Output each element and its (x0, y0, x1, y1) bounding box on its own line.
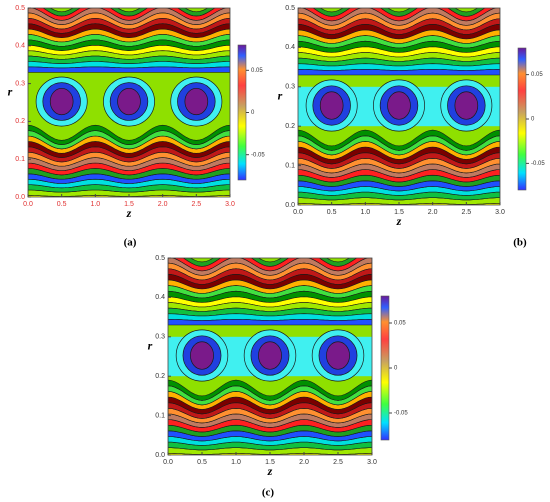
y-tick-label: 0.1 (155, 412, 165, 419)
y-tick-label: 0.0 (155, 452, 165, 459)
y-tick-label: 0.5 (15, 5, 25, 12)
contour-band (312, 8, 486, 17)
vortex-contour (326, 341, 350, 370)
x-tick-label: 0.5 (57, 201, 67, 208)
vortex-contour (319, 91, 344, 120)
y-tick-label: 0.1 (285, 162, 295, 169)
y-tick-label: 0.4 (285, 44, 295, 51)
contour-band (168, 379, 372, 401)
x-axis-label: z (126, 206, 132, 220)
colorbar (380, 295, 390, 441)
y-tick-label: 0.2 (15, 118, 25, 125)
colorbar (237, 44, 247, 181)
contour-band (298, 129, 500, 151)
y-tick-label: 0.3 (15, 80, 25, 87)
y-axis-label: r (148, 338, 153, 352)
x-tick-label: 2.5 (461, 209, 471, 216)
y-tick-label: 0.2 (155, 373, 165, 380)
contour-field (28, 8, 230, 197)
vortex-contour (117, 87, 141, 116)
x-tick-label: 0.5 (327, 209, 337, 216)
contour-band (30, 8, 228, 21)
colorbar-tick-label: -0.05 (531, 161, 545, 167)
panel-caption: (b) (513, 237, 527, 249)
contour-band (28, 66, 230, 73)
colorbar (517, 47, 527, 191)
colorbar-tick-label: -0.05 (251, 152, 265, 158)
x-tick-label: 1.0 (360, 209, 370, 216)
x-tick-label: 2.5 (191, 201, 201, 208)
vortex-contour (49, 87, 74, 116)
contour-band (298, 69, 500, 76)
contour-panel: 0.0 0.5 1.0 1.5 2.0 2.5 3.0 0.0 0.1 0.2 0.3 0.4 0.5 z… (148, 255, 409, 499)
x-axis-label: z (267, 464, 273, 478)
y-tick-label: 0.2 (285, 123, 295, 130)
panel-caption: (a) (124, 237, 137, 249)
x-tick-label: 0.0 (163, 459, 173, 466)
x-tick-label: 1.5 (265, 459, 275, 466)
y-tick-label: 0.0 (15, 194, 25, 201)
x-tick-label: 1.0 (231, 459, 241, 466)
vortex-contour (184, 87, 209, 116)
x-axis-label: z (396, 214, 402, 228)
x-tick-label: 2.5 (333, 459, 343, 466)
x-tick-label: 3.0 (225, 201, 235, 208)
y-tick-label: 0.1 (15, 156, 25, 163)
contour-band (28, 124, 230, 145)
y-tick-label: 0.3 (285, 84, 295, 91)
y-tick-label: 0.3 (155, 334, 165, 341)
vortex-contour (258, 341, 282, 370)
y-tick-label: 0.5 (155, 255, 165, 262)
colorbar-tick-label: 0.05 (394, 321, 406, 327)
x-tick-label: 1.0 (90, 201, 100, 208)
contour-band (300, 8, 498, 22)
y-tick-label: 0.4 (15, 43, 25, 50)
contour-band (182, 258, 358, 267)
y-tick-label: 0.0 (285, 202, 295, 209)
colorbar-tick-label: -0.05 (394, 411, 408, 417)
vortex-contour (387, 91, 411, 120)
colorbar-tick-label: 0 (531, 117, 535, 123)
y-axis-label: r (278, 88, 283, 102)
x-tick-label: 2.0 (299, 459, 309, 466)
contour-field (168, 258, 372, 455)
y-tick-label: 0.5 (285, 5, 295, 12)
colorbar-tick-label: 0 (394, 366, 398, 372)
x-tick-label: 3.0 (367, 459, 377, 466)
contour-field (298, 8, 500, 205)
colorbar-tick-label: 0.05 (531, 72, 543, 78)
contour-panel: 0.0 0.5 1.0 1.5 2.0 2.5 3.0 0.0 0.1 0.2 0.3 0.4 0.5 z… (8, 5, 266, 249)
contour-band (168, 319, 372, 326)
x-tick-label: 3.0 (495, 209, 505, 216)
x-tick-label: 1.5 (124, 201, 134, 208)
contour-band (170, 258, 370, 272)
contour-panel: 0.0 0.5 1.0 1.5 2.0 2.5 3.0 0.0 0.1 0.2 0.3 0.4 0.5 z… (278, 5, 546, 249)
x-tick-label: 2.0 (428, 209, 438, 216)
vortex-contour (454, 91, 479, 120)
y-tick-label: 0.4 (155, 294, 165, 301)
vortex-contour (190, 341, 214, 370)
colorbar-tick-label: 0 (251, 110, 255, 116)
contour-band (42, 8, 216, 17)
x-tick-label: 0.5 (197, 459, 207, 466)
x-tick-label: 2.0 (158, 201, 168, 208)
panel-caption: (c) (262, 487, 275, 499)
x-tick-label: 0.0 (23, 201, 33, 208)
x-tick-label: 1.5 (394, 209, 404, 216)
colorbar-tick-label: 0.05 (251, 68, 263, 74)
x-tick-label: 0.0 (293, 209, 303, 216)
y-axis-label: r (8, 84, 13, 98)
